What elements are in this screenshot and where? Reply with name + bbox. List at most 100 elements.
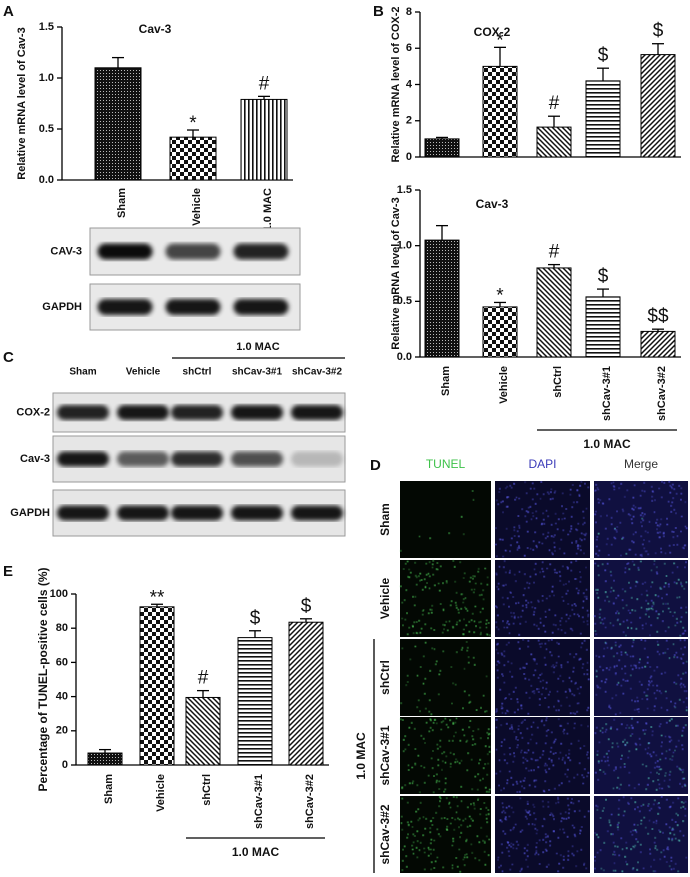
- micrograph-speck: [645, 826, 647, 829]
- micrograph-speck: [676, 824, 679, 826]
- micrograph-speck: [628, 771, 631, 774]
- micrograph-speck: [610, 517, 613, 519]
- micrograph-speck: [559, 620, 562, 622]
- micrograph-speck: [501, 843, 503, 846]
- micrograph-speck: [649, 848, 651, 851]
- micrograph-speck: [574, 578, 576, 580]
- x-tick-label: shCtrl: [201, 774, 213, 806]
- micrograph-speck: [601, 731, 604, 734]
- micrograph-speck: [477, 728, 480, 731]
- micrograph-speck: [510, 777, 513, 779]
- micrograph-speck: [414, 728, 416, 730]
- micrograph-speck: [466, 739, 468, 742]
- micrograph-speck: [599, 817, 602, 819]
- micrograph-speck: [619, 766, 622, 769]
- micrograph-speck: [524, 758, 527, 760]
- micrograph-speck: [664, 630, 667, 632]
- micrograph-speck: [632, 515, 635, 518]
- micrograph-speck: [535, 846, 538, 849]
- micrograph-speck: [452, 626, 454, 629]
- micrograph-speck: [427, 572, 430, 575]
- micrograph-speck: [604, 569, 607, 572]
- micrograph-speck: [466, 856, 469, 859]
- micrograph-speck: [450, 600, 453, 602]
- micrograph-speck: [668, 740, 671, 743]
- micrograph-speck: [406, 674, 409, 677]
- micrograph-speck: [599, 499, 602, 501]
- micrograph-speck: [508, 632, 511, 635]
- micrograph-speck: [671, 487, 673, 489]
- micrograph-speck: [487, 728, 490, 730]
- micrograph-speck: [402, 848, 404, 851]
- micrograph-speck: [602, 810, 604, 812]
- micrograph-speck: [460, 824, 462, 826]
- micrograph-speck: [541, 561, 544, 564]
- micrograph-speck: [649, 753, 651, 756]
- micrograph-speck: [673, 681, 676, 684]
- micrograph-speck: [513, 826, 515, 829]
- micrograph-speck: [500, 501, 503, 504]
- micrograph-speck: [605, 678, 608, 681]
- micrograph-speck: [676, 535, 679, 537]
- micrograph-speck: [665, 697, 668, 700]
- micrograph-speck: [666, 798, 668, 801]
- micrograph-speck: [466, 769, 469, 772]
- micrograph-speck: [654, 837, 656, 839]
- micrograph-speck: [595, 771, 597, 774]
- micrograph-speck: [573, 833, 576, 836]
- micrograph-speck: [410, 722, 413, 724]
- micrograph-speck: [639, 494, 642, 497]
- micrograph-speck: [620, 684, 623, 687]
- micrograph-speck: [648, 521, 651, 523]
- micrograph-speck: [648, 616, 650, 618]
- micrograph-speck: [541, 693, 543, 696]
- micrograph-speck: [472, 819, 474, 822]
- micrograph-speck: [518, 571, 521, 573]
- micrograph-speck: [601, 727, 604, 729]
- micrograph-speck: [658, 653, 661, 656]
- micrograph-speck: [526, 811, 528, 813]
- micrograph-speck: [615, 766, 617, 769]
- micrograph-speck: [532, 515, 535, 517]
- micrograph-speck: [634, 553, 637, 556]
- micrograph-speck: [655, 610, 658, 613]
- micrograph-speck: [622, 536, 624, 539]
- micrograph-speck: [485, 710, 488, 712]
- micrograph-speck: [451, 817, 454, 819]
- micrograph-speck: [570, 801, 573, 804]
- blot-band: [231, 405, 283, 420]
- micrograph-speck: [501, 653, 503, 656]
- micrograph-speck: [610, 647, 613, 650]
- micrograph-speck: [411, 782, 414, 785]
- micrograph-speck: [660, 551, 663, 553]
- micrograph-speck: [580, 632, 582, 635]
- micrograph-speck: [557, 837, 560, 839]
- micrograph-speck: [621, 848, 624, 850]
- micrograph-speck: [644, 647, 646, 650]
- micrograph-speck: [455, 857, 458, 859]
- micrograph-speck: [651, 730, 654, 733]
- micrograph-speck: [651, 486, 653, 488]
- micrograph-speck: [539, 680, 542, 683]
- micrograph-speck: [549, 844, 552, 847]
- micrograph-speck: [506, 626, 509, 629]
- micrograph-speck: [511, 537, 513, 540]
- micrograph-speck: [673, 833, 676, 836]
- micrograph-speck: [546, 866, 548, 868]
- micrograph-speck: [599, 849, 602, 851]
- micrograph-speck: [501, 802, 504, 805]
- micrograph-speck: [443, 628, 445, 631]
- micrograph-speck: [680, 487, 683, 490]
- micrograph-speck: [511, 728, 514, 730]
- micrograph-speck: [668, 865, 671, 867]
- micrograph-speck: [452, 740, 454, 742]
- micrograph-speck: [632, 655, 634, 658]
- micrograph-speck: [485, 623, 487, 625]
- micrograph-speck: [485, 675, 488, 678]
- micrograph-speck: [563, 817, 565, 820]
- micrograph-speck: [622, 620, 625, 623]
- micrograph-speck: [672, 643, 675, 645]
- micrograph-speck: [487, 622, 490, 624]
- micrograph-speck: [604, 773, 606, 775]
- micrograph-speck: [663, 535, 665, 538]
